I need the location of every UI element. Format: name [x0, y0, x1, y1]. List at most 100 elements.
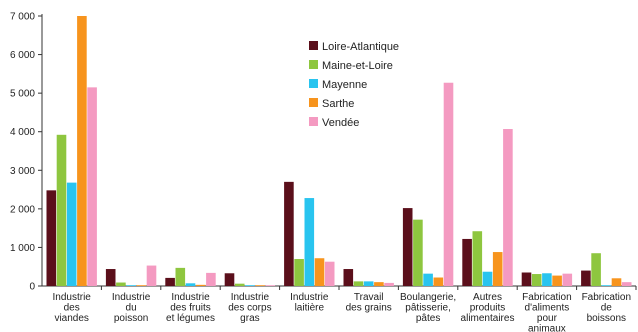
x-category-label-line: produits	[470, 303, 506, 314]
x-category-label-line: des fruits	[170, 303, 211, 314]
bar-vend-e	[324, 261, 335, 286]
bar-vend-e	[621, 282, 632, 286]
legend-label: Vendée	[322, 117, 359, 129]
bar-mayenne	[542, 273, 552, 286]
x-category-label-line: viandes	[54, 313, 88, 324]
bar-maine-et-loire	[413, 219, 423, 286]
bar-maine-et-loire	[472, 231, 483, 286]
legend-swatch	[309, 41, 318, 50]
bar-sarthe	[77, 16, 87, 286]
y-tick-label: 3 000	[10, 166, 35, 177]
bar-vend-e	[562, 273, 573, 286]
y-tick-label: 4 000	[10, 127, 35, 138]
x-category-label-line: Industrie	[171, 292, 210, 303]
bar-maine-et-loire	[591, 253, 601, 286]
x-category-label: Autres produits alimentaires	[461, 292, 515, 324]
x-category-label: Industrie du poisson	[112, 292, 151, 324]
x-category-label-line: poisson	[114, 313, 148, 324]
bar-loire-atlantique	[284, 181, 294, 286]
x-category-label: Industrie laitière	[290, 292, 329, 314]
bar-sarthe	[195, 284, 206, 286]
legend-swatch	[309, 60, 318, 69]
legend-label: Maine-et-Loire	[322, 60, 393, 72]
legend-swatch	[309, 117, 318, 126]
x-category-label-line: pâtes	[416, 313, 440, 324]
bars	[46, 16, 632, 286]
y-tick-label: 7 000	[10, 12, 35, 23]
x-category-label-line: et légumes	[166, 313, 215, 324]
bar-mayenne	[601, 285, 612, 286]
x-category-label: Travail des grains	[346, 292, 392, 314]
bar-mayenne	[185, 283, 196, 286]
bar-vend-e	[206, 272, 216, 286]
x-category-label-line: Autres	[473, 292, 502, 303]
bar-mayenne	[423, 273, 433, 286]
bar-maine-et-loire	[294, 259, 304, 286]
bar-sarthe	[552, 275, 562, 286]
bar-mayenne	[245, 285, 255, 286]
bar-mayenne	[126, 285, 136, 286]
x-category-label-line: Industrie	[53, 292, 92, 303]
bar-sarthe	[492, 252, 503, 286]
bar-loire-atlantique	[343, 269, 354, 286]
x-category-label-line: d'aliments	[525, 303, 570, 314]
x-category-label: Industrie des corps gras	[228, 292, 271, 324]
legend-label: Sarthe	[322, 98, 354, 110]
bar-mayenne	[304, 198, 315, 286]
bar-maine-et-loire	[116, 282, 126, 286]
legend: Loire-Atlantique Maine-et-Loire Mayenne Sar…	[309, 41, 399, 129]
bar-mayenne	[363, 281, 374, 286]
legend-swatch	[309, 98, 318, 107]
bar-vend-e	[265, 285, 276, 286]
bar-vend-e	[384, 282, 394, 286]
x-category-label-line: pâtisserie,	[405, 303, 451, 314]
bar-sarthe	[374, 282, 384, 286]
bar-loire-atlantique	[105, 269, 116, 286]
x-category-label-line: Fabrication	[522, 292, 571, 303]
x-category-label-line: Fabrication	[582, 292, 631, 303]
bar-loire-atlantique	[462, 238, 472, 286]
bar-loire-atlantique	[521, 272, 532, 286]
bar-loire-atlantique	[581, 270, 591, 286]
y-tick-label: 2 000	[10, 204, 35, 215]
bar-maine-et-loire	[175, 267, 186, 286]
x-category-label-line: des grains	[346, 303, 392, 314]
x-category-label-line: alimentaires	[461, 313, 515, 324]
x-category-label-line: du	[126, 303, 137, 314]
bar-maine-et-loire	[56, 134, 67, 286]
bar-vend-e	[503, 129, 513, 286]
x-category-label-line: des corps	[228, 303, 271, 314]
x-category-label: Boulangerie, pâtisserie, pâtes	[400, 292, 456, 324]
bar-sarthe	[433, 277, 444, 286]
bar-sarthe	[136, 285, 147, 286]
x-category-label-line: Industrie	[290, 292, 329, 303]
y-tick-label: 5 000	[10, 89, 35, 100]
y-tick-label: 6 000	[10, 50, 35, 61]
bar-sarthe	[314, 258, 325, 286]
legend-swatch	[309, 79, 318, 88]
axes: 0 1 000 2 000 3 000 4 000 5 000 6 000 7 000 Indu…	[10, 12, 637, 332]
bar-maine-et-loire	[234, 283, 245, 286]
x-category-label-line: de	[601, 303, 613, 314]
x-category-label: Fabrication d'aliments pour animaux	[522, 292, 571, 332]
bar-mayenne	[66, 182, 77, 286]
x-category-label-line: boissons	[587, 313, 626, 324]
x-category-label-line: Travail	[354, 292, 384, 303]
bar-mayenne	[482, 271, 493, 286]
bar-sarthe	[255, 285, 265, 286]
y-tick-label: 1 000	[10, 243, 35, 254]
x-category-label: Industrie des viandes	[53, 292, 92, 324]
bar-vend-e	[87, 87, 97, 286]
bar-loire-atlantique	[46, 190, 57, 286]
x-category-label-line: des	[64, 303, 80, 314]
x-category-label-line: pour	[537, 313, 558, 324]
y-tick-label: 0	[29, 282, 35, 293]
bar-maine-et-loire	[353, 281, 364, 286]
x-category-label-line: animaux	[528, 324, 566, 332]
legend-label: Loire-Atlantique	[322, 41, 399, 53]
x-category-label: Fabrication de boissons	[582, 292, 631, 324]
bar-vend-e	[443, 82, 454, 286]
x-category-label-line: laitière	[295, 303, 325, 314]
bar-sarthe	[611, 278, 622, 286]
